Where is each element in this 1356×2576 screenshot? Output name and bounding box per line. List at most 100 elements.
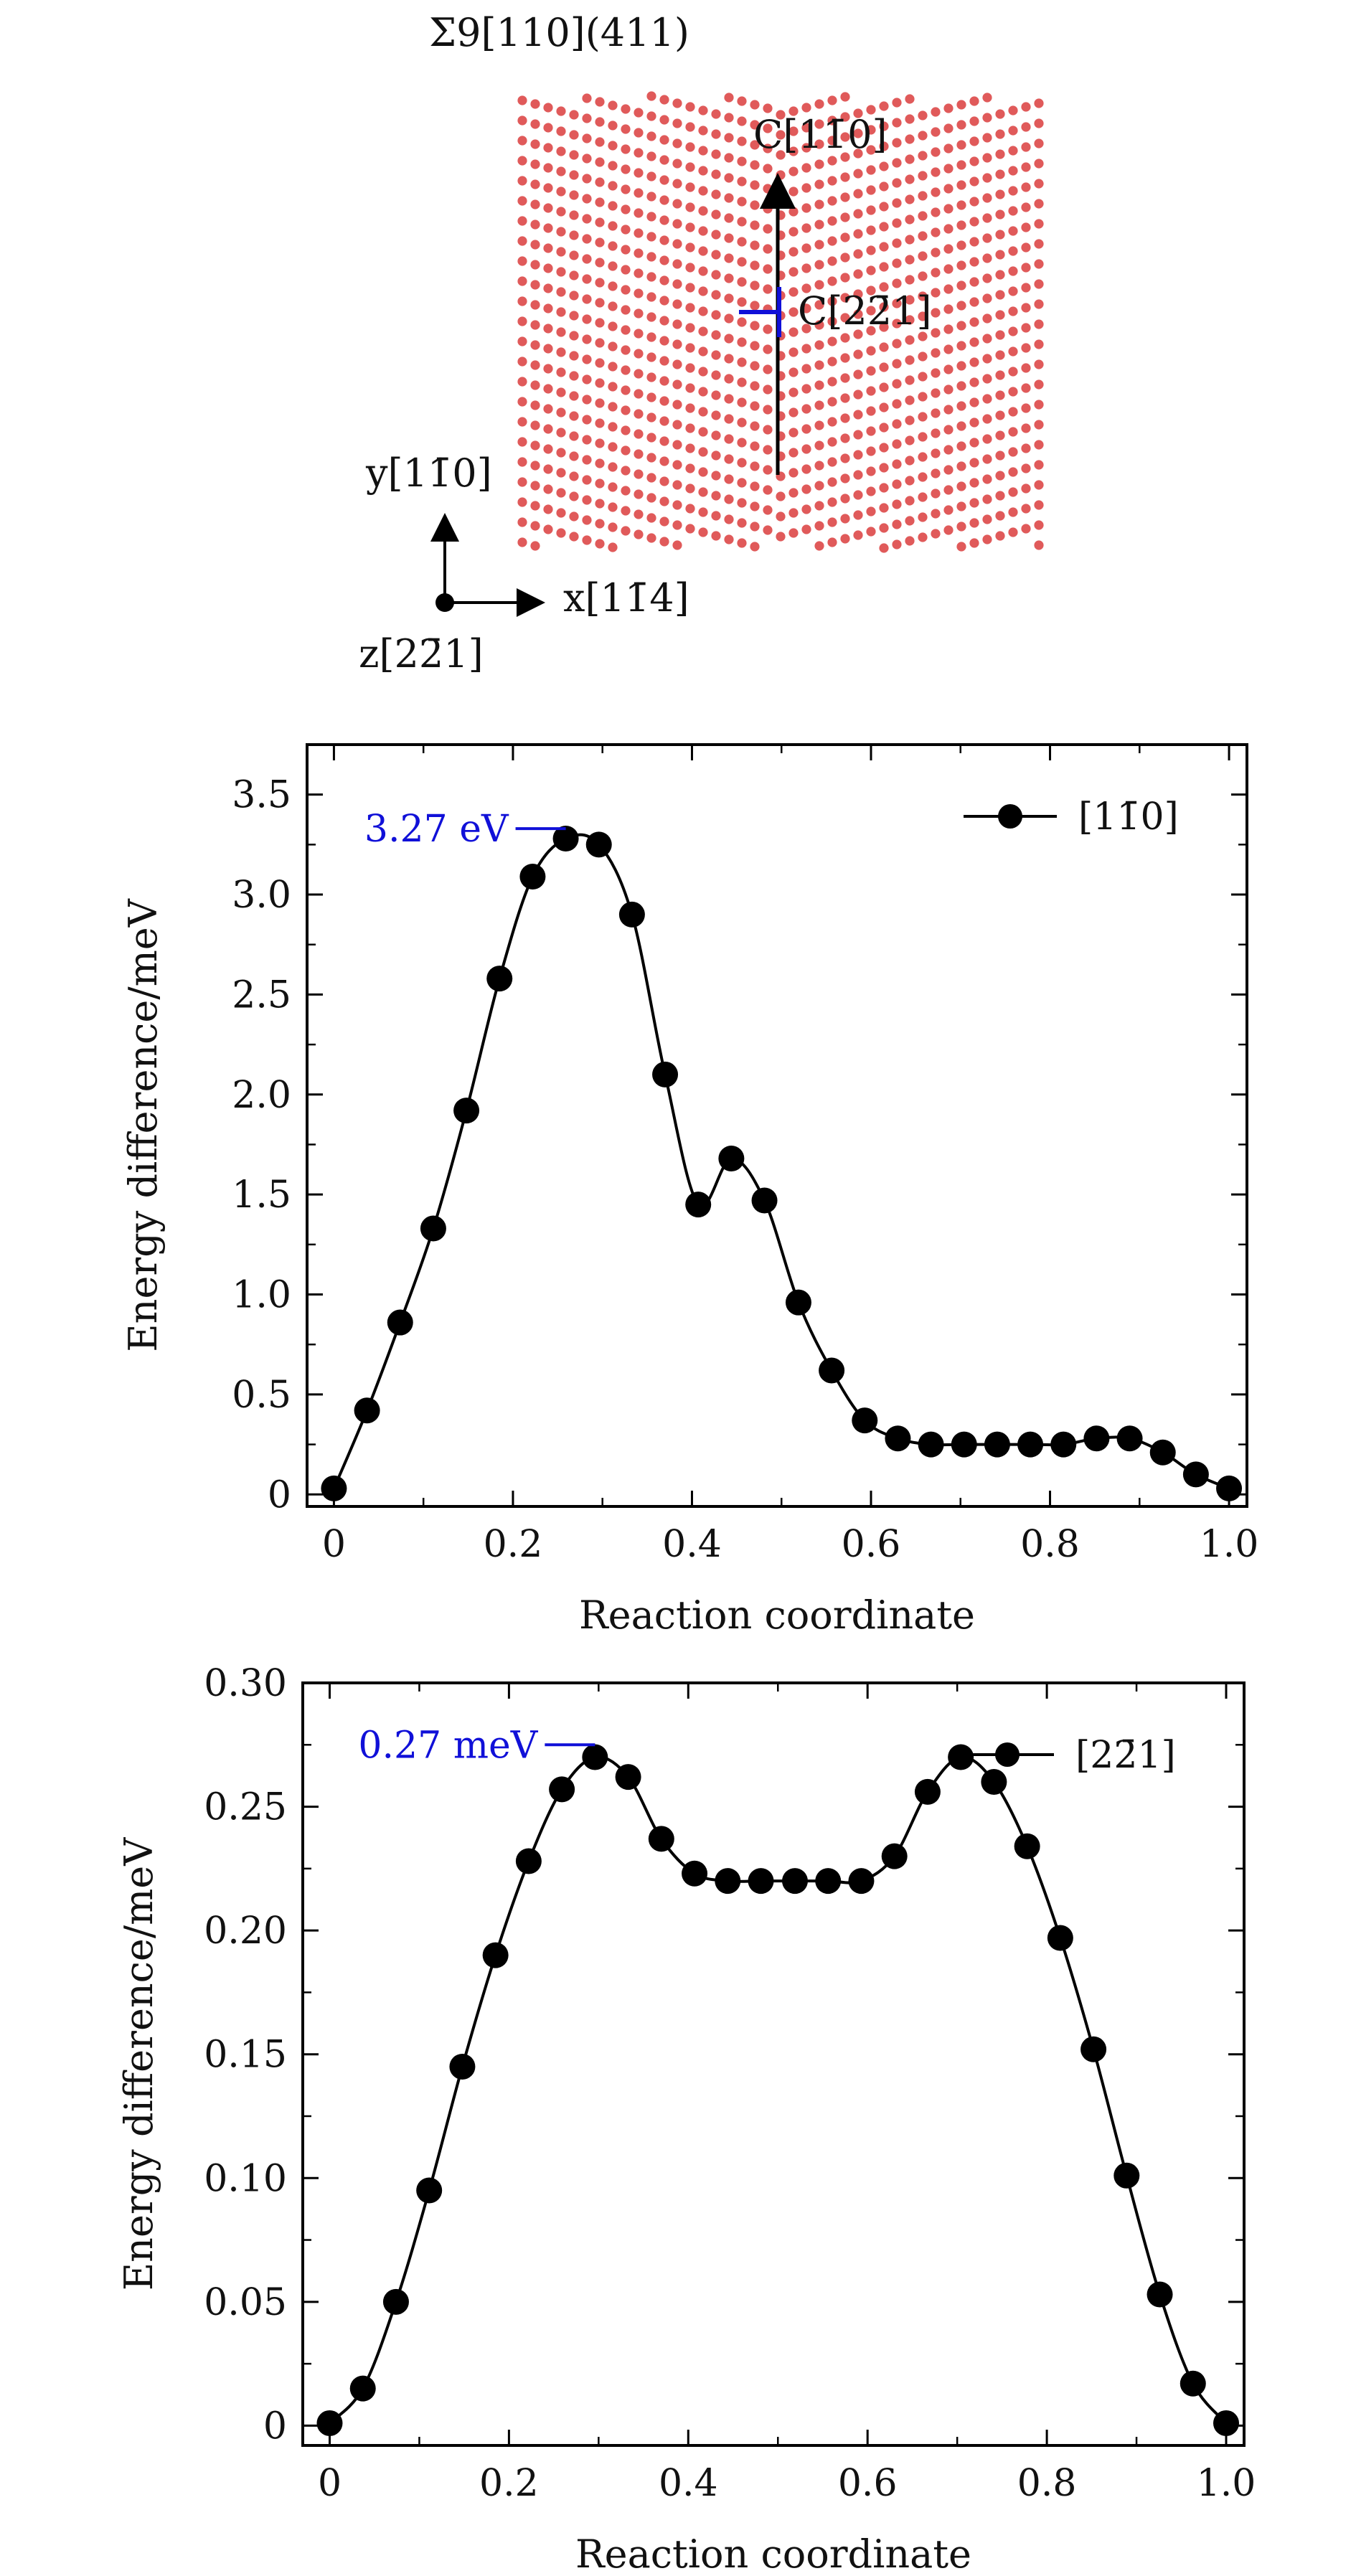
atom bbox=[995, 169, 1005, 179]
atom bbox=[724, 253, 734, 263]
atom bbox=[724, 514, 734, 524]
atom bbox=[646, 493, 656, 503]
atom bbox=[879, 322, 889, 332]
atom bbox=[1008, 126, 1018, 136]
atom bbox=[788, 488, 799, 498]
atom bbox=[1021, 142, 1031, 152]
atom bbox=[685, 463, 695, 473]
atom bbox=[982, 233, 992, 243]
atom bbox=[634, 429, 644, 439]
atom bbox=[659, 496, 669, 506]
atom bbox=[517, 377, 527, 387]
atom bbox=[582, 154, 592, 164]
atom bbox=[595, 318, 605, 328]
atom bbox=[569, 431, 579, 441]
atom bbox=[879, 402, 889, 412]
atom bbox=[1008, 346, 1018, 357]
atom bbox=[621, 466, 631, 476]
atom bbox=[595, 499, 605, 509]
atom bbox=[517, 497, 527, 507]
atom bbox=[608, 121, 618, 131]
atom bbox=[801, 203, 811, 213]
atom bbox=[659, 95, 669, 105]
atom bbox=[1034, 500, 1044, 510]
atom bbox=[646, 453, 656, 463]
atom bbox=[543, 324, 553, 334]
atom bbox=[621, 285, 631, 295]
atom bbox=[698, 226, 708, 236]
atom bbox=[724, 474, 734, 484]
atom bbox=[879, 302, 889, 312]
atom bbox=[969, 538, 979, 548]
data-point bbox=[382, 2288, 409, 2315]
atom bbox=[969, 458, 979, 468]
atom bbox=[788, 327, 799, 337]
atom bbox=[517, 457, 527, 467]
atom bbox=[788, 287, 799, 297]
atom bbox=[956, 120, 966, 130]
atom bbox=[569, 110, 579, 120]
atom bbox=[724, 494, 734, 504]
atom bbox=[763, 244, 773, 254]
atom bbox=[956, 100, 966, 110]
atom bbox=[840, 514, 850, 524]
atom bbox=[788, 468, 799, 478]
atom bbox=[543, 283, 553, 293]
atom bbox=[801, 404, 811, 414]
atom bbox=[595, 378, 605, 388]
atom bbox=[595, 278, 605, 288]
atom bbox=[931, 207, 941, 217]
atom bbox=[995, 511, 1005, 521]
atom bbox=[892, 499, 902, 509]
atom bbox=[879, 463, 889, 473]
atom bbox=[763, 284, 773, 294]
atom bbox=[582, 495, 592, 505]
atom bbox=[892, 118, 902, 128]
atom bbox=[1034, 279, 1044, 289]
atom bbox=[685, 283, 695, 293]
atom bbox=[750, 240, 760, 250]
atom bbox=[698, 467, 708, 477]
chart-2-curve bbox=[329, 1755, 1228, 2425]
atom bbox=[634, 449, 644, 459]
atom bbox=[711, 430, 721, 440]
atom bbox=[840, 253, 850, 263]
atom bbox=[634, 288, 644, 298]
atom bbox=[840, 494, 850, 504]
atom bbox=[724, 414, 734, 424]
atom bbox=[931, 167, 941, 177]
atom bbox=[982, 474, 992, 484]
atom bbox=[969, 277, 979, 287]
data-point bbox=[785, 1289, 811, 1316]
atom bbox=[621, 245, 631, 255]
atom bbox=[634, 329, 644, 339]
atom bbox=[931, 288, 941, 298]
atom bbox=[982, 374, 992, 384]
atom bbox=[711, 209, 721, 220]
atom bbox=[582, 113, 592, 123]
atom bbox=[517, 437, 527, 447]
atom bbox=[866, 326, 876, 336]
chart-2-xtick-labels: 0 0.2 0.4 0.6 0.8 1.0 bbox=[318, 2462, 1256, 2505]
atom bbox=[530, 380, 540, 390]
atom bbox=[892, 319, 902, 329]
atom bbox=[646, 212, 656, 222]
data-point bbox=[648, 1826, 674, 1852]
atom bbox=[556, 247, 566, 257]
atom bbox=[840, 152, 850, 162]
atom bbox=[943, 445, 954, 455]
atom bbox=[621, 405, 631, 415]
atom bbox=[698, 246, 708, 256]
y-tick-label: 0.10 bbox=[204, 2157, 287, 2200]
atom bbox=[685, 323, 695, 333]
atom bbox=[595, 97, 605, 107]
atom bbox=[711, 390, 721, 400]
atom bbox=[543, 504, 553, 514]
atom bbox=[969, 96, 979, 106]
atom bbox=[698, 105, 708, 115]
atom bbox=[724, 394, 734, 404]
atom bbox=[608, 442, 618, 452]
atom bbox=[530, 260, 540, 270]
atom bbox=[1034, 460, 1044, 470]
atom bbox=[737, 176, 747, 187]
